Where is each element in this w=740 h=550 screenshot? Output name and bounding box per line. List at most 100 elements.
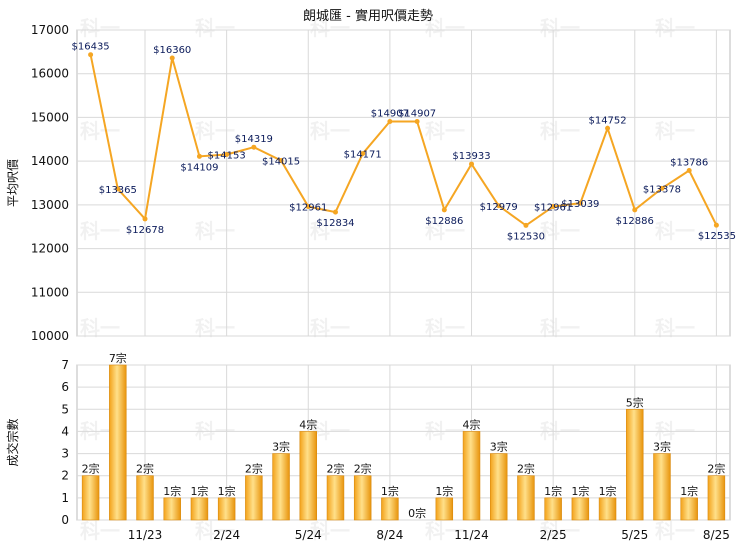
price-data-label: $16360 <box>153 45 191 56</box>
volume-data-label: 3宗 <box>272 440 290 454</box>
watermark-text: 科一 <box>80 119 120 143</box>
price-data-label: $12678 <box>126 225 164 236</box>
volume-data-label: 5宗 <box>626 395 644 409</box>
x-axis-tick: 11/23 <box>128 528 163 542</box>
watermark-text: 科一 <box>310 219 350 243</box>
volume-data-label: 1宗 <box>680 484 698 498</box>
price-data-label: $14109 <box>180 162 218 173</box>
price-point <box>632 207 638 213</box>
watermark-text: 科一 <box>540 519 580 543</box>
price-point <box>278 157 284 163</box>
price-series-line <box>89 54 718 227</box>
volume-y-axis-label: 成交宗數 <box>5 418 20 466</box>
volume-data-label: 1宗 <box>599 484 617 498</box>
volume-bar <box>653 453 671 521</box>
watermark-text: 科一 <box>425 16 465 40</box>
watermark-text: 科一 <box>655 519 695 543</box>
volume-data-label: 2宗 <box>136 462 154 476</box>
watermark-text: 科一 <box>310 119 350 143</box>
price-data-label: $16435 <box>72 42 110 53</box>
watermark-text: 科一 <box>195 219 235 243</box>
volume-data-label: 2宗 <box>245 462 263 476</box>
price-data-label: $14319 <box>235 134 273 145</box>
watermark-text: 科一 <box>425 219 465 243</box>
watermark-text: 科一 <box>425 119 465 143</box>
price-point <box>169 55 175 61</box>
price-point <box>523 222 529 228</box>
volume-bar <box>598 497 617 521</box>
price-point <box>360 151 366 157</box>
watermark-text: 科一 <box>80 219 120 243</box>
price-data-label: $12530 <box>507 231 545 242</box>
watermark-text: 科一 <box>80 16 120 40</box>
volume-y-tick: 3 <box>61 447 69 461</box>
volume-y-tick: 2 <box>61 469 69 483</box>
x-axis-tick: 2/24 <box>213 528 240 542</box>
watermark-text: 科一 <box>655 119 695 143</box>
volume-data-label: 7宗 <box>109 351 127 365</box>
price-data-label: $13786 <box>670 157 708 168</box>
volume-data-label: 3宗 <box>653 440 671 454</box>
price-point <box>659 185 665 191</box>
price-y-tick: 13000 <box>31 198 69 212</box>
volume-panel: 0 1 2 3 4 5 6 7 成交宗數 2宗 7宗 2宗 1宗 1宗 1宗 2宗 3宗 4宗 2宗 2宗 1宗 0宗 1宗… <box>5 351 731 542</box>
x-axis-tick: 8/24 <box>376 528 403 542</box>
volume-bar <box>81 475 100 521</box>
price-data-label: $14153 <box>208 150 246 161</box>
price-data-label: $13933 <box>452 151 490 162</box>
price-data-label: $12535 <box>698 231 736 242</box>
volume-bar <box>381 497 399 521</box>
volume-bar <box>190 497 209 521</box>
volume-data-label: 1宗 <box>381 484 399 498</box>
volume-bar <box>299 431 318 521</box>
volume-bar <box>109 364 127 521</box>
price-point <box>496 203 502 209</box>
volume-bar <box>326 475 345 521</box>
price-data-label: $13365 <box>99 185 137 196</box>
price-y-tick: 11000 <box>31 285 69 299</box>
price-y-tick: 14000 <box>31 154 69 168</box>
price-point <box>713 222 719 228</box>
price-data-label: $12886 <box>616 216 654 227</box>
volume-data-label: 1宗 <box>163 484 181 498</box>
volume-data-label: 0宗 <box>408 506 426 520</box>
watermark-text: 科一 <box>310 519 350 543</box>
price-data-label: $13378 <box>643 184 681 195</box>
price-point <box>605 125 611 131</box>
watermark-text: 科一 <box>540 16 580 40</box>
price-point <box>550 204 556 210</box>
price-panel: 10000 11000 12000 13000 14000 15000 16000 17000… <box>6 23 736 343</box>
watermark-text: 科一 <box>195 519 235 543</box>
price-point <box>115 186 121 192</box>
volume-data-label: 2宗 <box>82 462 100 476</box>
volume-y-tick: 0 <box>61 513 69 527</box>
watermark-text: 科一 <box>310 16 350 40</box>
volume-y-tick: 1 <box>61 491 69 505</box>
price-data-label: $12961 <box>289 203 327 214</box>
price-point <box>414 118 420 124</box>
watermark-text: 科一 <box>425 519 465 543</box>
watermark-text: 科一 <box>540 119 580 143</box>
price-data-label: $14907 <box>371 108 409 119</box>
volume-bar <box>707 475 726 521</box>
volume-bar <box>680 497 698 521</box>
volume-y-tick: 7 <box>61 358 69 372</box>
price-point <box>686 167 692 173</box>
volume-data-label: 1宗 <box>544 484 562 498</box>
price-point <box>469 161 475 167</box>
volume-bar <box>136 475 154 521</box>
price-data-label: $12834 <box>316 218 354 229</box>
x-axis-tick: 5/24 <box>295 528 322 542</box>
watermark-text: 科一 <box>195 16 235 40</box>
volume-data-label: 1宗 <box>190 484 208 498</box>
volume-data-label: 1宗 <box>571 484 589 498</box>
volume-bar <box>544 497 562 521</box>
volume-data-label: 2宗 <box>354 462 372 476</box>
price-plot-frame <box>76 29 731 337</box>
price-y-tick: 10000 <box>31 329 69 343</box>
price-data-label: $13039 <box>561 199 599 210</box>
watermark-text: 科一 <box>655 16 695 40</box>
volume-bar <box>163 497 181 521</box>
price-point <box>224 151 230 157</box>
